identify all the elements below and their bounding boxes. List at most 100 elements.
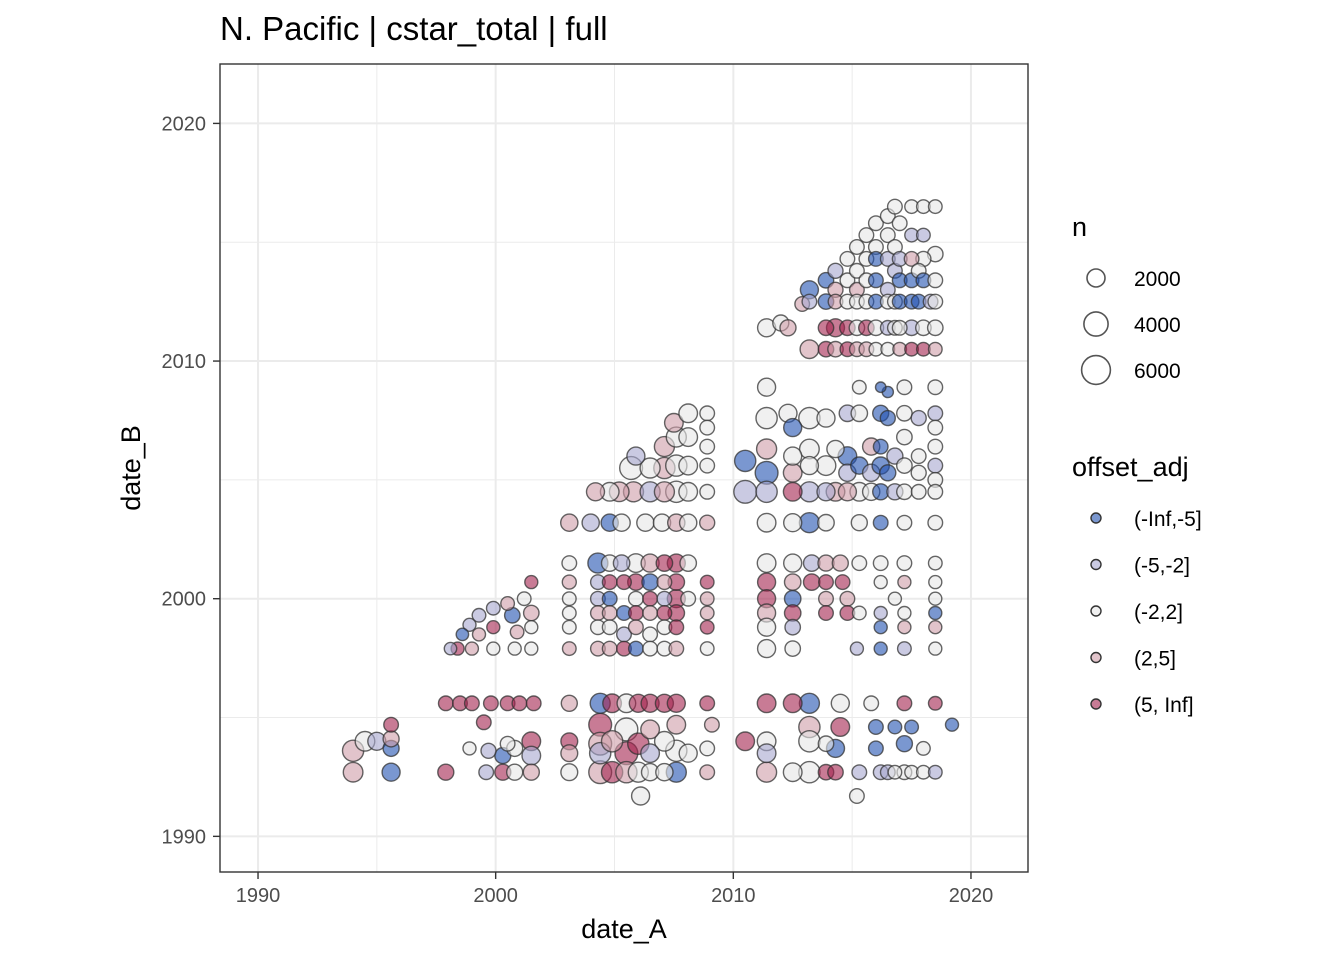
x-tick-label-1990: 1990 [236, 885, 281, 907]
data-point [383, 716, 400, 733]
data-point [839, 590, 856, 607]
data-point [735, 731, 756, 752]
data-point [891, 215, 908, 232]
data-point [910, 483, 927, 500]
data-point [560, 513, 579, 533]
grid-major [220, 64, 1028, 872]
data-point [783, 417, 803, 438]
color-legend: offset_adj (-Inf,-5] (-5,-2] (-2,2] (2,5] (5… [1072, 452, 1202, 717]
data-point [640, 743, 661, 764]
color-legend-key-0 [1090, 512, 1102, 524]
data-point [656, 590, 673, 607]
data-point [927, 514, 944, 531]
data-point [581, 513, 601, 533]
data-point [927, 457, 944, 474]
data-point [678, 455, 699, 476]
data-point [782, 481, 803, 502]
data-point [656, 605, 673, 622]
data-point [455, 627, 470, 642]
size-legend-label-2000: 2000 [1134, 268, 1181, 291]
data-point [874, 381, 887, 394]
data-point [927, 199, 943, 215]
data-point [601, 640, 618, 657]
data-point [560, 694, 578, 712]
y-tick-label-2000: 2000 [162, 589, 207, 611]
data-point [872, 438, 889, 455]
data-points [341, 198, 960, 806]
data-point [561, 641, 577, 657]
data-point [699, 574, 715, 590]
data-point [867, 740, 884, 757]
data-point [561, 619, 577, 635]
data-point [896, 379, 913, 396]
data-point [927, 695, 943, 711]
data-point [904, 719, 920, 735]
data-point [756, 743, 777, 764]
data-point [915, 740, 931, 756]
data-point [827, 763, 844, 781]
data-point [927, 764, 943, 780]
data-point [873, 641, 888, 656]
data-point [851, 605, 867, 621]
data-point [475, 714, 492, 731]
data-point [896, 483, 913, 501]
data-point [560, 744, 579, 763]
y-tick-label-2020: 2020 [162, 113, 207, 135]
data-point [798, 438, 820, 460]
data-point [839, 272, 856, 289]
x-tick-label-2020: 2020 [949, 885, 994, 907]
data-point [755, 406, 778, 430]
data-point [927, 483, 944, 500]
data-point [626, 446, 646, 466]
data-point [560, 763, 579, 782]
data-point [463, 695, 480, 712]
data-point [522, 604, 540, 622]
data-point [799, 339, 820, 360]
y-axis: 1990 2000 2010 2020 [162, 113, 220, 848]
data-point [342, 761, 364, 783]
color-legend-key-4 [1090, 698, 1102, 710]
data-point [831, 554, 849, 572]
data-point [873, 620, 888, 635]
data-point [903, 250, 920, 267]
data-point [756, 693, 777, 714]
color-legend-key-1 [1090, 558, 1102, 571]
data-point [486, 641, 501, 656]
data-point [680, 590, 697, 607]
data-point [437, 695, 454, 712]
plot-panel [219, 63, 1029, 873]
data-point [887, 591, 903, 606]
data-point [779, 319, 797, 337]
data-point [928, 605, 943, 621]
data-point [525, 695, 542, 712]
data-point [699, 641, 715, 657]
data-point [627, 605, 644, 622]
data-point [896, 641, 912, 657]
data-point [858, 227, 875, 244]
data-point [642, 640, 659, 657]
data-point [640, 719, 661, 740]
data-point [522, 763, 540, 781]
data-point [616, 574, 633, 591]
data-point [480, 742, 497, 759]
data-point [499, 735, 516, 752]
data-point [834, 574, 851, 591]
x-tick-label-2010: 2010 [711, 885, 756, 907]
data-point [486, 620, 501, 635]
data-point [703, 716, 720, 733]
data-point [830, 717, 851, 738]
data-point [733, 449, 757, 473]
data-point [927, 293, 944, 310]
data-point [678, 513, 698, 533]
data-point [601, 619, 618, 636]
data-point [756, 553, 777, 574]
data-point [699, 514, 716, 531]
data-point [782, 762, 803, 783]
data-point [699, 740, 716, 757]
data-point [756, 512, 777, 533]
data-point [897, 620, 912, 635]
data-point [642, 605, 659, 622]
data-point [636, 513, 655, 533]
data-point [668, 640, 685, 657]
data-point [666, 693, 686, 713]
